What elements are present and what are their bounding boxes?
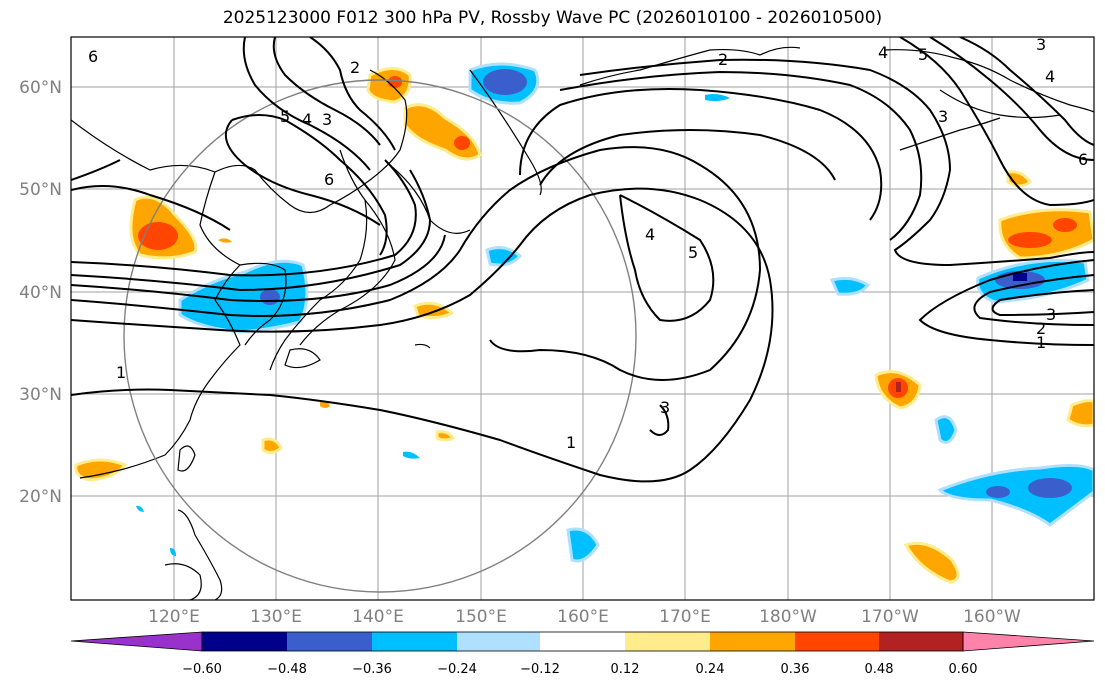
lon-axis: 120°E 130°E 140°E 150°E 160°E 170°E 180°…	[148, 607, 1021, 627]
lon-label: 180°W	[759, 607, 817, 627]
contour-label: 6	[1078, 150, 1088, 169]
lon-label: 120°E	[148, 607, 200, 627]
colorbar-tick: −0.36	[352, 662, 392, 677]
lon-label: 160°E	[557, 607, 609, 627]
contour-label: 2	[1036, 319, 1046, 338]
contour-label: 5	[280, 107, 290, 126]
contour-label: 4	[302, 110, 312, 129]
contour-label: 3	[322, 110, 332, 129]
colorbar-seg-5	[540, 632, 625, 651]
colorbar-seg-6	[625, 632, 710, 651]
colorbar-seg-1	[202, 632, 287, 651]
map-border	[70, 36, 1095, 601]
contour-label: 5	[688, 243, 698, 262]
colorbar: −0.60 −0.48 −0.36 −0.24 −0.12 0.12 0.24 …	[70, 631, 1095, 677]
negative-anomalies	[136, 62, 1094, 563]
contour-label: 4	[1045, 67, 1055, 86]
contour-label: 4	[645, 225, 655, 244]
colorbar-tick: −0.12	[520, 662, 560, 677]
contour-label: 5	[918, 45, 928, 64]
positive-anomalies	[74, 67, 1094, 584]
lon-label: 170°E	[659, 607, 711, 627]
contour-label: 3	[938, 107, 948, 126]
colorbar-seg-4	[457, 632, 540, 651]
colorbar-tick: 0.36	[781, 662, 810, 677]
contour-label: 6	[88, 47, 98, 66]
pv-contours	[71, 37, 1094, 483]
colorbar-seg-0	[70, 631, 203, 652]
colorbar-tick: 0.12	[611, 662, 640, 677]
colorbar-tick: −0.48	[267, 662, 307, 677]
colorbar-tick: 0.48	[865, 662, 894, 677]
colorbar-tick: −0.24	[437, 662, 477, 677]
contour-label: 1	[566, 433, 576, 452]
lon-label: 160°W	[963, 607, 1021, 627]
colorbar-seg-2	[287, 632, 372, 651]
lat-label: 20°N	[19, 487, 62, 507]
lon-label: 130°E	[250, 607, 302, 627]
lat-label: 60°N	[19, 78, 62, 98]
lat-label: 50°N	[19, 180, 62, 200]
map-title: 2025123000 F012 300 hPa PV, Rossby Wave …	[222, 8, 883, 28]
contour-label: 2	[718, 50, 728, 69]
colorbar-seg-3	[372, 632, 457, 651]
lon-label: 170°W	[861, 607, 919, 627]
lat-label: 40°N	[19, 283, 62, 303]
colorbar-seg-7	[710, 632, 795, 651]
contour-label: 3	[1046, 305, 1056, 324]
contour-label: 2	[350, 58, 360, 77]
colorbar-tick: 0.24	[696, 662, 725, 677]
colorbar-seg-8	[795, 632, 879, 651]
coastlines	[71, 46, 1094, 600]
contour-label: 1	[1036, 333, 1046, 352]
region-circle	[123, 79, 637, 593]
contour-labels: 6 2 5 4 3 6 2 4 5 3 1 1 3 2 1 5 4 3 6 3 …	[88, 35, 1088, 452]
contour-label: 3	[660, 398, 670, 417]
colorbar-seg-10	[962, 631, 1095, 652]
colorbar-tick: 0.60	[949, 662, 978, 677]
lat-label: 30°N	[19, 385, 62, 405]
lat-axis: 60°N 50°N 40°N 30°N 20°N	[19, 78, 62, 507]
contour-label: 1	[116, 363, 126, 382]
lon-label: 150°E	[455, 607, 507, 627]
colorbar-seg-9	[879, 632, 963, 651]
colorbar-tick: −0.60	[182, 662, 222, 677]
contour-label: 3	[1036, 35, 1046, 54]
contour-label: 4	[878, 43, 888, 62]
lon-label: 140°E	[352, 607, 404, 627]
contour-label: 6	[324, 170, 334, 189]
